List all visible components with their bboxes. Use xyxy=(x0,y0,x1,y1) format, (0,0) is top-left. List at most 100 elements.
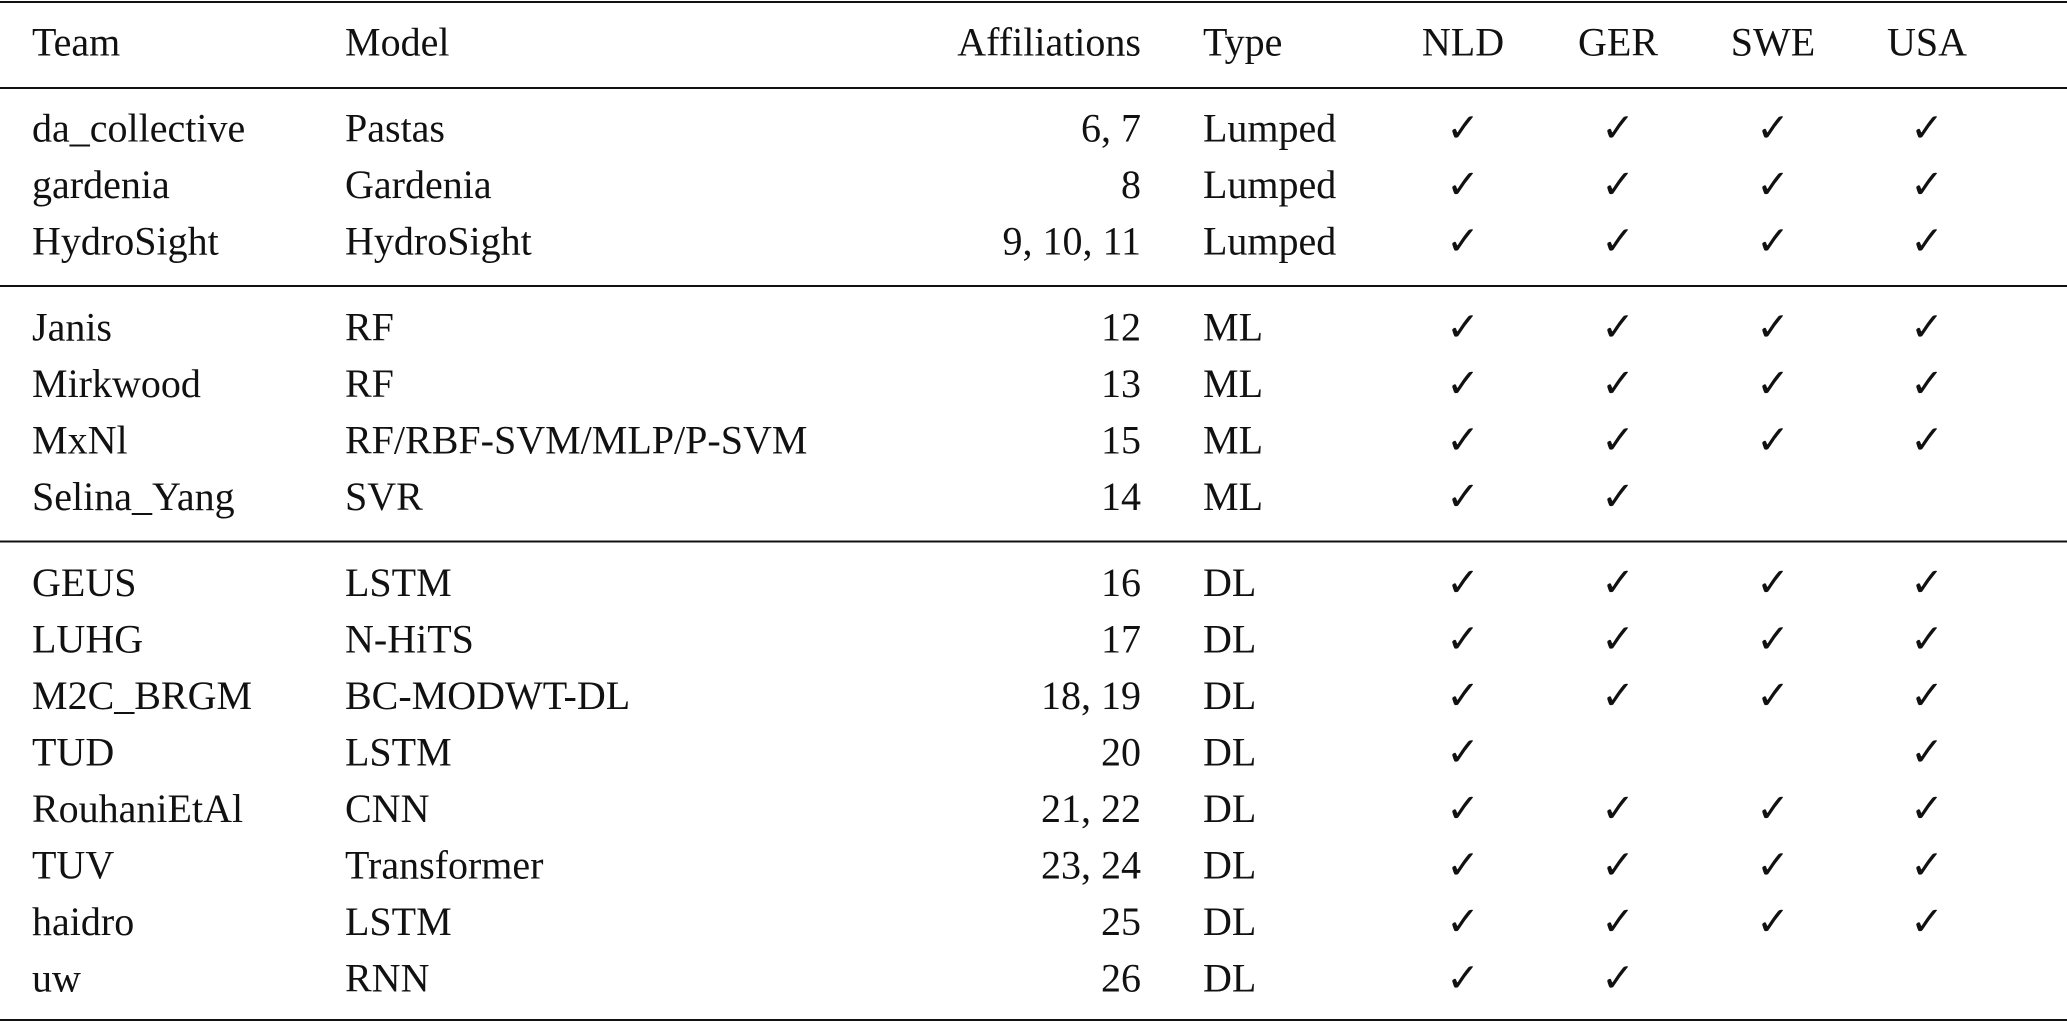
check-cell: ✓ xyxy=(1910,219,1944,264)
check-cell: ✓ xyxy=(1756,361,1790,406)
check-cell: ✓ xyxy=(1601,106,1635,151)
affiliations-cell: 23, 24 xyxy=(1041,843,1141,888)
affiliations-cell: 26 xyxy=(1101,956,1141,1001)
check-cell: ✓ xyxy=(1756,786,1790,831)
check-cell: ✓ xyxy=(1910,899,1944,944)
check-cell: ✓ xyxy=(1910,786,1944,831)
check-cell: ✓ xyxy=(1601,474,1635,519)
check-cell: ✓ xyxy=(1910,617,1944,662)
check-cell: ✓ xyxy=(1601,418,1635,463)
model-cell: Transformer xyxy=(345,843,544,888)
check-cell: ✓ xyxy=(1446,560,1480,605)
check-cell: ✓ xyxy=(1446,106,1480,151)
type-cell: Lumped xyxy=(1203,219,1336,264)
type-cell: DL xyxy=(1203,617,1256,662)
team-cell: Mirkwood xyxy=(32,361,201,406)
check-cell: ✓ xyxy=(1910,361,1944,406)
model-cell: SVR xyxy=(345,474,423,519)
check-cell: ✓ xyxy=(1446,361,1480,406)
check-cell: ✓ xyxy=(1601,560,1635,605)
check-cell: ✓ xyxy=(1756,106,1790,151)
model-cell: LSTM xyxy=(345,730,452,775)
check-cell: ✓ xyxy=(1756,162,1790,207)
check-cell: ✓ xyxy=(1446,219,1480,264)
team-cell: MxNl xyxy=(32,418,128,463)
header-cell: USA xyxy=(1887,20,1967,65)
type-cell: DL xyxy=(1203,899,1256,944)
check-cell: ✓ xyxy=(1910,305,1944,350)
check-cell: ✓ xyxy=(1446,305,1480,350)
check-cell: ✓ xyxy=(1601,899,1635,944)
affiliations-cell: 15 xyxy=(1101,418,1141,463)
team-cell: haidro xyxy=(32,899,134,944)
type-cell: DL xyxy=(1203,560,1256,605)
type-cell: DL xyxy=(1203,673,1256,718)
model-cell: Gardenia xyxy=(345,162,492,207)
check-cell: ✓ xyxy=(1601,361,1635,406)
model-cell: CNN xyxy=(345,786,429,831)
check-cell: ✓ xyxy=(1446,730,1480,775)
type-cell: DL xyxy=(1203,956,1256,1001)
model-cell: RF xyxy=(345,305,394,350)
check-cell: ✓ xyxy=(1910,162,1944,207)
type-cell: Lumped xyxy=(1203,106,1336,151)
team-cell: Janis xyxy=(32,305,112,350)
affiliations-cell: 12 xyxy=(1101,305,1141,350)
header-cell: Affiliations xyxy=(957,20,1141,65)
model-cell: HydroSight xyxy=(345,219,532,264)
model-cell: BC-MODWT-DL xyxy=(345,673,630,718)
header-cell: Type xyxy=(1203,20,1282,65)
model-cell: N-HiTS xyxy=(345,617,474,662)
team-cell: HydroSight xyxy=(32,219,219,264)
check-cell: ✓ xyxy=(1756,843,1790,888)
type-cell: ML xyxy=(1203,305,1263,350)
affiliations-cell: 20 xyxy=(1101,730,1141,775)
type-cell: DL xyxy=(1203,786,1256,831)
check-cell: ✓ xyxy=(1601,786,1635,831)
affiliations-cell: 18, 19 xyxy=(1041,673,1141,718)
check-cell: ✓ xyxy=(1446,786,1480,831)
affiliations-cell: 14 xyxy=(1101,474,1141,519)
check-cell: ✓ xyxy=(1910,673,1944,718)
header-cell: Model xyxy=(345,20,449,65)
header-cell: NLD xyxy=(1422,20,1504,65)
check-cell: ✓ xyxy=(1756,560,1790,605)
affiliations-cell: 17 xyxy=(1101,617,1141,662)
check-cell: ✓ xyxy=(1601,305,1635,350)
check-cell: ✓ xyxy=(1910,106,1944,151)
model-cell: Pastas xyxy=(345,106,445,151)
model-cell: RNN xyxy=(345,956,429,1001)
check-cell: ✓ xyxy=(1756,219,1790,264)
check-cell: ✓ xyxy=(1910,730,1944,775)
check-cell: ✓ xyxy=(1446,162,1480,207)
team-cell: da_collective xyxy=(32,106,245,151)
affiliations-cell: 8 xyxy=(1121,162,1141,207)
check-cell: ✓ xyxy=(1446,673,1480,718)
header-cell: GER xyxy=(1578,20,1658,65)
affiliations-cell: 6, 7 xyxy=(1081,106,1141,151)
check-cell: ✓ xyxy=(1601,843,1635,888)
check-cell: ✓ xyxy=(1446,899,1480,944)
check-cell: ✓ xyxy=(1601,617,1635,662)
check-cell: ✓ xyxy=(1910,843,1944,888)
check-cell: ✓ xyxy=(1601,956,1635,1001)
team-cell: TUV xyxy=(32,843,114,888)
check-cell: ✓ xyxy=(1756,617,1790,662)
type-cell: ML xyxy=(1203,474,1263,519)
check-cell: ✓ xyxy=(1756,418,1790,463)
type-cell: ML xyxy=(1203,418,1263,463)
check-cell: ✓ xyxy=(1910,560,1944,605)
type-cell: Lumped xyxy=(1203,162,1336,207)
team-cell: GEUS xyxy=(32,560,136,605)
check-cell: ✓ xyxy=(1446,418,1480,463)
affiliations-cell: 25 xyxy=(1101,899,1141,944)
team-cell: uw xyxy=(32,956,81,1001)
check-cell: ✓ xyxy=(1601,219,1635,264)
type-cell: DL xyxy=(1203,843,1256,888)
check-cell: ✓ xyxy=(1446,617,1480,662)
type-cell: ML xyxy=(1203,361,1263,406)
affiliations-cell: 21, 22 xyxy=(1041,786,1141,831)
team-cell: LUHG xyxy=(32,617,143,662)
team-cell: TUD xyxy=(32,730,114,775)
